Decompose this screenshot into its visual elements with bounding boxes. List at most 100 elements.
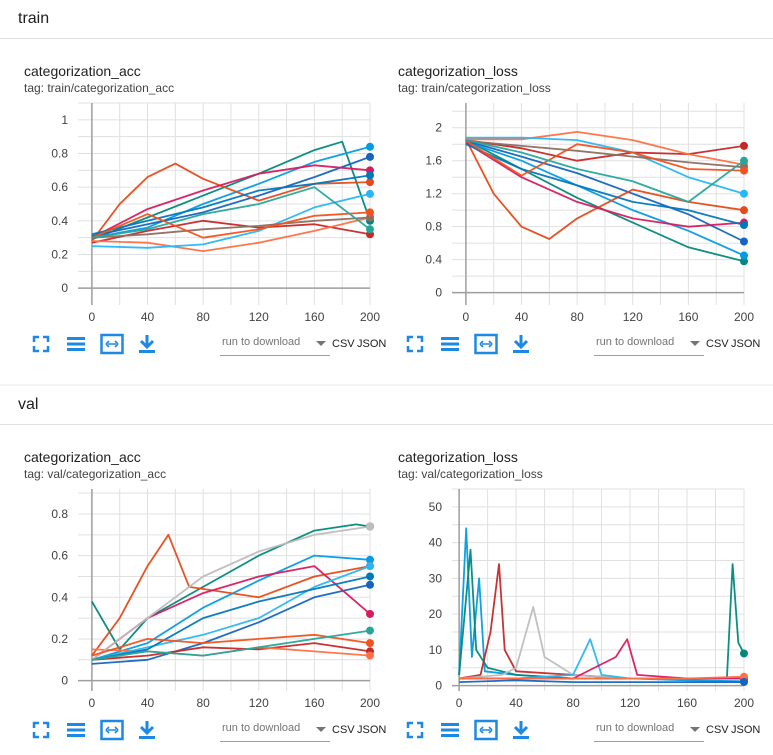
run-download-select[interactable]: run to download xyxy=(594,333,704,356)
series-line xyxy=(91,162,371,242)
x-tick-label: 40 xyxy=(515,310,529,324)
chevron-down-icon xyxy=(690,727,700,732)
series-line xyxy=(465,130,745,166)
toggle-log-scale-icon[interactable] xyxy=(65,719,87,741)
run-download-select[interactable]: run to download xyxy=(220,333,330,356)
x-tick-label: 200 xyxy=(360,696,380,710)
line-chart[interactable]: 0 40 80 120 160 200 0 10 20 30 40 50 xyxy=(388,487,754,712)
run-download-select[interactable]: run to download xyxy=(594,719,704,742)
csv-download-link[interactable]: CSV xyxy=(332,338,355,350)
chart-tag: tag: val/categorization_acc xyxy=(24,467,167,481)
chevron-down-icon xyxy=(316,341,326,346)
csv-download-link[interactable]: CSV xyxy=(332,724,355,736)
x-tick-label: 0 xyxy=(463,310,470,324)
series-line xyxy=(465,139,745,203)
x-tick-label: 40 xyxy=(141,310,155,324)
chart-title: categorization_acc xyxy=(24,449,141,465)
section-body-val: categorization_acc tag: val/categorizati… xyxy=(0,425,773,755)
csv-download-link[interactable]: CSV xyxy=(706,338,729,350)
series-end-point xyxy=(366,572,374,581)
fit-domain-icon[interactable] xyxy=(474,333,498,355)
fit-domain-icon[interactable] xyxy=(474,719,498,741)
run-download-placeholder: run to download xyxy=(596,336,675,348)
y-tick-label: 0 xyxy=(61,674,68,688)
series-end-point xyxy=(740,649,748,658)
y-tick-label: 10 xyxy=(429,643,443,657)
series-end-point xyxy=(366,142,374,151)
toggle-log-scale-icon[interactable] xyxy=(439,719,461,741)
download-icon[interactable] xyxy=(136,333,158,355)
series-line xyxy=(465,140,745,177)
fit-domain-icon[interactable] xyxy=(100,719,124,741)
series-end-point xyxy=(740,221,748,230)
series-end-point xyxy=(366,189,374,198)
series-line xyxy=(91,523,371,651)
x-tick-label: 80 xyxy=(196,696,210,710)
y-tick-label: 50 xyxy=(429,500,443,514)
line-chart[interactable]: 0 40 80 120 160 200 0 0.2 0.4 0.6 0.8 1 xyxy=(14,101,380,326)
x-tick-label: 120 xyxy=(620,696,640,710)
x-tick-label: 160 xyxy=(678,310,698,324)
x-tick-label: 0 xyxy=(89,310,96,324)
json-download-link[interactable]: JSON xyxy=(357,724,387,736)
x-tick-label: 200 xyxy=(734,696,754,710)
series-end-point xyxy=(740,251,748,260)
y-tick-label: 1.6 xyxy=(425,154,442,168)
series-line xyxy=(91,565,371,661)
run-download-placeholder: run to download xyxy=(222,336,301,348)
fullscreen-icon[interactable] xyxy=(30,719,52,741)
download-icon[interactable] xyxy=(510,333,532,355)
section-title: val xyxy=(18,396,39,413)
y-tick-label: 0.6 xyxy=(51,549,68,563)
line-chart[interactable]: 0 40 80 120 160 200 0 0.4 0.8 1.2 1.6 2 xyxy=(388,101,754,326)
series-end-point xyxy=(366,152,374,161)
chevron-down-icon xyxy=(316,727,326,732)
series-line xyxy=(91,525,371,661)
run-download-placeholder: run to download xyxy=(596,722,675,734)
series-line xyxy=(91,554,371,661)
x-tick-label: 40 xyxy=(509,696,523,710)
series-line xyxy=(465,140,745,243)
download-icon[interactable] xyxy=(136,719,158,741)
series-end-point xyxy=(366,651,374,660)
fullscreen-icon[interactable] xyxy=(404,719,426,741)
chart-title: categorization_acc xyxy=(24,63,141,79)
toggle-log-scale-icon[interactable] xyxy=(439,333,461,355)
csv-download-link[interactable]: CSV xyxy=(706,724,729,736)
series-line xyxy=(91,583,371,665)
fullscreen-icon[interactable] xyxy=(404,333,426,355)
series-end-point xyxy=(740,678,748,687)
series-line xyxy=(91,642,371,661)
y-tick-label: 20 xyxy=(429,607,443,621)
series-line xyxy=(465,143,745,226)
series-line xyxy=(458,527,745,683)
series-end-point xyxy=(366,626,374,635)
series-line xyxy=(465,140,745,169)
series-line xyxy=(465,141,745,228)
fit-domain-icon[interactable] xyxy=(100,333,124,355)
fullscreen-icon[interactable] xyxy=(30,333,52,355)
series-end-point xyxy=(366,225,374,234)
series-line xyxy=(91,216,371,239)
x-tick-label: 40 xyxy=(141,696,155,710)
toggle-log-scale-icon[interactable] xyxy=(65,333,87,355)
section-header-val[interactable]: val xyxy=(0,386,773,425)
y-tick-label: 30 xyxy=(429,571,443,585)
chart-title: categorization_loss xyxy=(398,63,518,79)
series-line xyxy=(91,186,371,239)
x-tick-label: 0 xyxy=(456,696,463,710)
series-line xyxy=(91,575,371,661)
x-tick-label: 80 xyxy=(566,696,580,710)
line-chart[interactable]: 0 40 80 120 160 200 0 0.2 0.4 0.6 0.8 xyxy=(14,487,380,712)
series-end-point xyxy=(366,555,374,564)
section-header-train[interactable]: train xyxy=(0,0,773,39)
series-end-point xyxy=(740,141,748,150)
run-download-select[interactable]: run to download xyxy=(220,719,330,742)
x-tick-label: 160 xyxy=(304,696,324,710)
run-download-placeholder: run to download xyxy=(222,722,301,734)
series-end-point xyxy=(366,609,374,618)
json-download-link[interactable]: JSON xyxy=(731,724,761,736)
download-icon[interactable] xyxy=(510,719,532,741)
json-download-link[interactable]: JSON xyxy=(357,338,387,350)
json-download-link[interactable]: JSON xyxy=(731,338,761,350)
